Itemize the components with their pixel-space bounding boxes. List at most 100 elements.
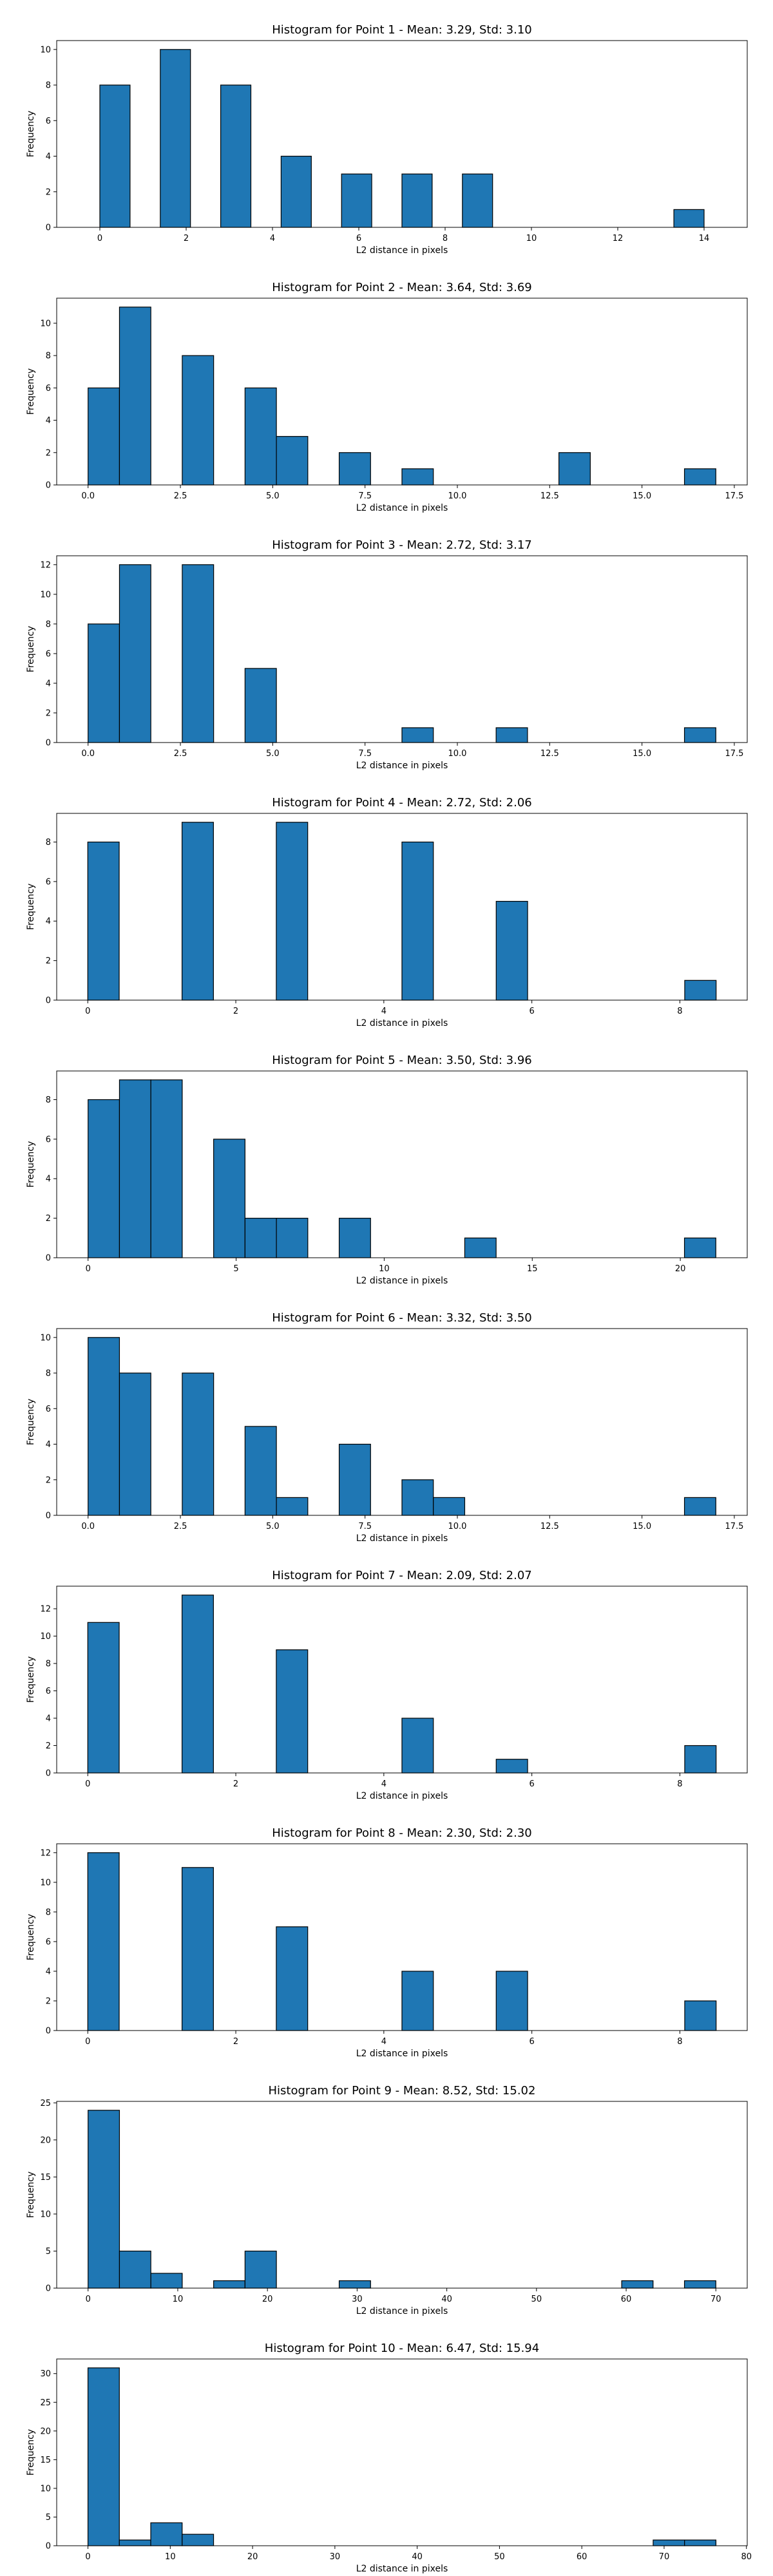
histogram-bar xyxy=(338,2280,371,2289)
histogram-bar xyxy=(150,2522,183,2546)
histogram-bar xyxy=(673,209,705,228)
y-tick-label: 2 xyxy=(46,1996,51,2006)
histogram-bar xyxy=(87,2367,120,2546)
x-tick-label: 20 xyxy=(675,1264,686,1274)
histogram-bar xyxy=(495,727,528,743)
bars xyxy=(88,2110,716,2289)
x-tick-label: 14 xyxy=(699,234,710,243)
x-tick-label: 5.0 xyxy=(266,1522,280,1531)
x-tick-label: 0 xyxy=(85,2037,90,2047)
histogram-bar xyxy=(495,900,528,1001)
x-tick-label: 7.5 xyxy=(358,749,372,759)
x-tick-label: 30 xyxy=(352,2295,363,2304)
axes-frame xyxy=(56,1070,748,1258)
histogram-bar xyxy=(213,1139,245,1258)
histogram-bar xyxy=(88,2110,120,2289)
y-tick-label: 4 xyxy=(46,1714,51,1724)
x-tick-label: 10.0 xyxy=(448,1522,467,1531)
y-tick-label: 2 xyxy=(46,448,51,458)
histogram-bar xyxy=(119,1372,151,1516)
y-tick-label: 4 xyxy=(46,1967,51,1976)
y-tick-label: 4 xyxy=(46,1175,51,1184)
x-tick-label: 10 xyxy=(379,1264,390,1274)
y-tick-label: 5 xyxy=(46,2513,51,2523)
y-tick-label: 0 xyxy=(46,739,51,748)
bars xyxy=(87,1852,717,2031)
y-axis: 0 2 4 6 8 10 xyxy=(40,319,57,491)
x-axis: 0 2 4 6 8 xyxy=(85,1000,683,1016)
x-axis-label: L2 distance in pixels xyxy=(356,245,448,256)
x-tick-label: 5 xyxy=(233,1264,238,1274)
y-axis-label: Frequency xyxy=(26,1914,36,1960)
x-tick-label: 50 xyxy=(531,2295,542,2304)
axes-frame xyxy=(56,1328,748,1516)
histogram-bar xyxy=(401,841,434,1001)
histogram-panel-9: Histogram for Point 9 - Mean: 8.52, Std:… xyxy=(26,2084,748,2316)
x-axis: 0 10 20 30 40 50 60 70 xyxy=(86,2288,721,2304)
histogram-bar xyxy=(401,468,434,486)
histogram-bar xyxy=(87,1852,120,2031)
x-tick-label: 50 xyxy=(494,2552,505,2562)
y-axis-label: Frequency xyxy=(26,111,36,157)
histogram-bar xyxy=(182,564,215,743)
x-axis-label: L2 distance in pixels xyxy=(356,1276,448,1286)
axes-frame xyxy=(56,813,748,1001)
x-axis-label: L2 distance in pixels xyxy=(356,761,448,771)
x-tick-label: 15.0 xyxy=(633,491,651,501)
histogram-bar xyxy=(150,1079,183,1258)
histogram-bar xyxy=(150,2273,183,2289)
histogram-bar xyxy=(276,1218,309,1258)
y-tick-label: 5 xyxy=(46,2247,51,2257)
x-tick-label: 20 xyxy=(247,2552,258,2562)
y-tick-label: 0 xyxy=(46,2027,51,2036)
histogram-bar xyxy=(495,1971,528,2031)
x-tick-label: 12.5 xyxy=(540,749,559,759)
x-tick-label: 0 xyxy=(86,2295,91,2304)
x-tick-label: 30 xyxy=(330,2552,341,2562)
y-tick-label: 25 xyxy=(40,2398,51,2408)
x-tick-label: 10.0 xyxy=(448,491,467,501)
histogram-bar xyxy=(244,668,277,743)
x-axis: 0 2 4 6 8 xyxy=(85,2031,683,2047)
histogram-bar xyxy=(160,49,191,228)
x-axis: 0 2 4 6 8 xyxy=(85,1773,683,1789)
y-tick-label: 15 xyxy=(40,2456,51,2465)
y-tick-label: 12 xyxy=(40,1848,51,1858)
y-axis: 0 2 4 6 8 10 xyxy=(40,1333,57,1521)
y-tick-label: 6 xyxy=(46,1135,51,1144)
y-tick-label: 0 xyxy=(46,1511,51,1521)
y-axis: 0 5 10 15 20 25 30 xyxy=(40,2369,57,2552)
x-tick-label: 7.5 xyxy=(358,1522,372,1531)
y-tick-label: 0 xyxy=(46,2542,51,2552)
x-tick-label: 0 xyxy=(85,1779,90,1789)
x-tick-label: 2 xyxy=(233,1007,238,1016)
y-tick-label: 8 xyxy=(46,352,51,361)
x-tick-label: 70 xyxy=(711,2295,721,2304)
x-tick-label: 4 xyxy=(381,1779,386,1789)
x-tick-label: 0 xyxy=(97,234,102,243)
y-tick-label: 2 xyxy=(46,1214,51,1224)
histogram-panel-2: Histogram for Point 2 - Mean: 3.64, Std:… xyxy=(26,281,748,513)
histogram-bar xyxy=(341,173,372,228)
histogram-bar xyxy=(119,2250,151,2289)
bars xyxy=(88,564,716,743)
histogram-bar xyxy=(182,1372,215,1516)
histogram-bar xyxy=(401,1971,434,2031)
axes-frame xyxy=(56,1586,748,1774)
chart-title: Histogram for Point 2 - Mean: 3.64, Std:… xyxy=(272,281,532,294)
histogram-bar xyxy=(683,1237,716,1258)
y-tick-label: 0 xyxy=(46,481,51,491)
x-tick-label: 70 xyxy=(659,2552,670,2562)
y-tick-label: 8 xyxy=(46,1908,51,1917)
x-axis-label: L2 distance in pixels xyxy=(356,1533,448,1544)
y-axis-label: Frequency xyxy=(26,2429,36,2476)
x-tick-label: 4 xyxy=(381,2037,386,2047)
y-axis: 0 2 4 6 8 10 xyxy=(40,45,57,233)
y-tick-label: 6 xyxy=(46,649,51,659)
y-axis-label: Frequency xyxy=(26,2172,36,2218)
histogram-bar xyxy=(276,1649,309,1774)
x-tick-label: 6 xyxy=(530,2037,535,2047)
y-tick-label: 10 xyxy=(40,1632,51,1642)
y-tick-label: 4 xyxy=(46,1440,51,1450)
histogram-bar xyxy=(87,841,120,1001)
